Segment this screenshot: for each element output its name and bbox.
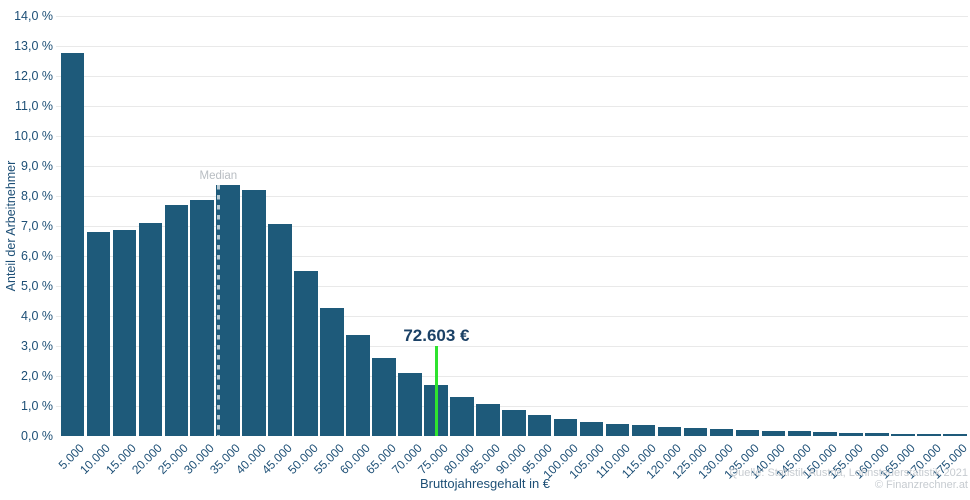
bar-50.000[interactable] <box>294 270 318 436</box>
bar-145.000[interactable] <box>787 431 812 436</box>
bar-5.000[interactable] <box>60 53 85 436</box>
y-tick-label: 12,0 % <box>14 68 53 83</box>
bar-155.000[interactable] <box>839 432 863 436</box>
y-tick-label: 11,0 % <box>15 98 53 113</box>
median-salary-marker-value: 72.603 € <box>403 325 470 345</box>
y-tick-label: 4,0 % <box>21 308 53 323</box>
bar-95.000[interactable] <box>527 414 552 436</box>
y-tick-label: 2,0 % <box>21 368 53 383</box>
bar-45.000[interactable] <box>268 224 292 436</box>
bar-90.000[interactable] <box>501 410 526 436</box>
bar-40.000[interactable] <box>242 189 266 436</box>
gridline <box>56 225 968 228</box>
bar-60.000[interactable] <box>346 335 370 436</box>
copyright-line: © Finanzrechner.at <box>874 478 968 491</box>
gridline <box>56 135 968 138</box>
bar-115.000[interactable] <box>631 425 656 436</box>
y-tick-label: 9,0 % <box>21 158 53 173</box>
source-attribution: Quelle: Statistik Austria, Lohnsteuersta… <box>729 467 968 491</box>
bar-15.000[interactable] <box>112 230 137 436</box>
gridline <box>56 315 968 318</box>
bar-35.000[interactable] <box>216 185 240 436</box>
bar-120.000[interactable] <box>657 426 682 436</box>
bar-85.000[interactable] <box>476 404 500 436</box>
bar-165.000[interactable] <box>891 433 915 436</box>
bar-20.000[interactable] <box>138 222 163 436</box>
bar-55.000[interactable] <box>320 308 344 436</box>
bar-130.000[interactable] <box>709 429 734 436</box>
gridline <box>56 255 968 258</box>
gridline <box>56 105 968 108</box>
gridline <box>56 405 968 408</box>
y-tick-label: 3,0 % <box>21 338 53 353</box>
bar-105.000[interactable] <box>579 422 604 436</box>
bar-70.000[interactable] <box>398 372 422 436</box>
median-label: Median <box>199 170 238 183</box>
gridline <box>56 375 968 378</box>
y-tick-label: 10,0 % <box>14 128 53 143</box>
bar-135.000[interactable] <box>735 429 760 436</box>
y-tick-label: 6,0 % <box>21 248 53 263</box>
source-line: Quelle: Statistik Austria, Lohnsteuersta… <box>729 467 968 479</box>
gridline <box>56 75 968 78</box>
y-tick-label: 14,0 % <box>14 8 53 23</box>
bar-140.000[interactable] <box>761 430 786 436</box>
bar-10.000[interactable] <box>86 231 111 436</box>
y-axis-title: Anteil der Arbeitnehmer <box>4 160 18 292</box>
bar-80.000[interactable] <box>450 396 474 436</box>
gridline <box>56 15 968 17</box>
x-axis-title: Bruttojahresgehalt in € <box>419 476 551 491</box>
y-tick-label: 5,0 % <box>21 278 53 293</box>
y-tick-label: 7,0 % <box>21 218 53 233</box>
y-tick-label: 1,0 % <box>21 398 53 413</box>
bar-100.000[interactable] <box>553 419 578 436</box>
gridline <box>56 345 968 348</box>
bar-30.000[interactable] <box>190 200 215 436</box>
y-tick-label: 13,0 % <box>14 38 53 53</box>
gridline <box>56 195 968 198</box>
gridline <box>56 45 968 48</box>
bar-150.000[interactable] <box>813 432 837 436</box>
y-tick-label: 0,0 % <box>21 429 53 443</box>
bar-160.000[interactable] <box>865 432 889 436</box>
gridline <box>56 285 968 288</box>
bar-110.000[interactable] <box>605 423 630 436</box>
gridline <box>56 165 968 168</box>
bar-125.000[interactable] <box>683 427 708 436</box>
bar-170.000[interactable] <box>917 434 941 436</box>
median-dashed-line <box>217 185 220 436</box>
bar-65.000[interactable] <box>372 357 396 436</box>
bar-25.000[interactable] <box>164 204 189 436</box>
bar-175.000[interactable] <box>943 434 967 436</box>
y-tick-label: 8,0 % <box>21 188 53 203</box>
median-salary-marker-line <box>435 345 438 436</box>
